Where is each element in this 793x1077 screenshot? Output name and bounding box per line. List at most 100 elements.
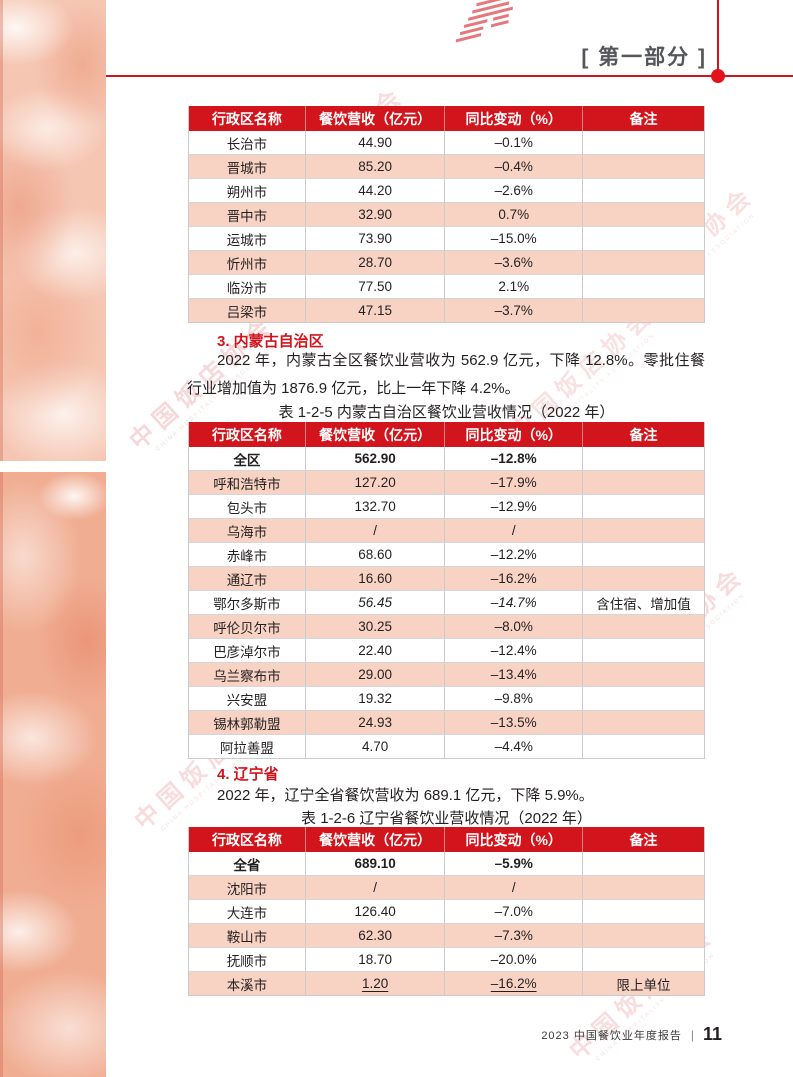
revenue-cell: /	[306, 519, 446, 542]
region-cell: 长治市	[189, 131, 306, 154]
table-caption-1-2-6: 表 1-2-6 辽宁省餐饮业营收情况（2022 年）	[301, 810, 592, 827]
table-header-row: 行政区名称 餐饮营收（亿元） 同比变动（%） 备注	[189, 827, 704, 852]
change-cell: –14.7%	[445, 591, 583, 614]
change-cell: –2.6%	[445, 179, 583, 202]
column-header: 备注	[629, 831, 658, 848]
table-row: 抚顺市 18.70 –20.0%	[189, 948, 704, 972]
region-cell: 抚顺市	[189, 948, 306, 971]
region-cell: 鄂尔多斯市	[189, 591, 306, 614]
column-header: 同比变动（%）	[445, 422, 583, 447]
change-cell: –20.0%	[445, 948, 583, 971]
revenue-cell: 16.60	[306, 567, 446, 590]
table-row: 鞍山市 62.30 –7.3%	[189, 924, 704, 948]
table-header-row: 行政区名称 餐饮营收（亿元） 同比变动（%） 备注	[189, 422, 704, 447]
change-cell: –12.9%	[445, 495, 583, 518]
region-cell: 临汾市	[189, 275, 306, 298]
table-row: 乌海市 / /	[189, 519, 704, 543]
region-cell: 忻州市	[189, 251, 306, 274]
region-cell: 乌海市	[189, 519, 306, 542]
remark-cell	[583, 924, 704, 947]
change-cell: –12.4%	[445, 639, 583, 662]
region-cell: 晋中市	[189, 203, 306, 226]
change-cell: –12.8%	[445, 447, 583, 470]
remark-cell	[583, 711, 704, 734]
table-row: 吕梁市 47.15 –3.7%	[189, 299, 704, 322]
remark-cell	[583, 639, 704, 662]
table-row: 赤峰市 68.60 –12.2%	[189, 543, 704, 567]
column-header: 行政区名称	[189, 422, 306, 447]
change-cell: 0.7%	[445, 203, 583, 226]
revenue-cell: 18.70	[306, 948, 446, 971]
section-heading-liaoning: 4. 辽宁省	[217, 766, 279, 783]
header-horizontal-rule	[106, 75, 793, 77]
decorative-side-image-top	[0, 0, 106, 461]
table-row: 全区 562.90 –12.8%	[189, 447, 704, 471]
revenue-cell: 29.00	[306, 663, 446, 686]
revenue-cell: 56.45	[306, 591, 446, 614]
table-header-row: 行政区名称 餐饮营收（亿元） 同比变动（%） 备注	[189, 106, 704, 131]
revenue-cell: 4.70	[306, 735, 446, 758]
association-logo-watermark	[455, 0, 513, 43]
table-row: 临汾市 77.50 2.1%	[189, 275, 704, 299]
table-row: 忻州市 28.70 –3.6%	[189, 251, 704, 275]
table-row: 巴彦淖尔市 22.40 –12.4%	[189, 639, 704, 663]
region-cell: 通辽市	[189, 567, 306, 590]
change-cell: –0.4%	[445, 155, 583, 178]
table-row: 大连市 126.40 –7.0%	[189, 900, 704, 924]
region-cell: 兴安盟	[189, 687, 306, 710]
region-cell: 赤峰市	[189, 543, 306, 566]
column-header: 餐饮营收（亿元）	[306, 827, 446, 852]
remark-cell	[583, 735, 704, 758]
change-cell: –0.1%	[445, 131, 583, 154]
region-cell: 全省	[189, 852, 306, 875]
table-shanxi-revenue: 行政区名称 餐饮营收（亿元） 同比变动（%） 备注 长治市 44.90 –0.1% 晋城市 85…	[188, 106, 705, 323]
table-row: 包头市 132.70 –12.9%	[189, 495, 704, 519]
table-row: 朔州市 44.20 –2.6%	[189, 179, 704, 203]
header-vertical-rule	[717, 0, 719, 76]
revenue-cell: 127.20	[306, 471, 446, 494]
change-cell: 2.1%	[445, 275, 583, 298]
revenue-cell: /	[306, 876, 446, 899]
region-cell: 大连市	[189, 900, 306, 923]
table-row: 阿拉善盟 4.70 –4.4%	[189, 735, 704, 758]
region-cell: 锡林郭勒盟	[189, 711, 306, 734]
change-cell: –17.9%	[445, 471, 583, 494]
region-cell: 阿拉善盟	[189, 735, 306, 758]
change-cell: –13.4%	[445, 663, 583, 686]
page-footer: 2023 中国餐饮业年度报告 | 11	[541, 1024, 722, 1045]
revenue-cell: 126.40	[306, 900, 446, 923]
table-row: 乌兰察布市 29.00 –13.4%	[189, 663, 704, 687]
change-cell: –4.4%	[445, 735, 583, 758]
decorative-side-image-bottom	[0, 472, 106, 1077]
region-cell: 巴彦淖尔市	[189, 639, 306, 662]
change-cell: –7.0%	[445, 900, 583, 923]
remark-cell	[583, 663, 704, 686]
change-cell: –8.0%	[445, 615, 583, 638]
page-number: 11	[702, 1024, 722, 1044]
remark-cell	[583, 900, 704, 923]
revenue-cell: 1.20	[306, 972, 446, 995]
remark-cell	[583, 495, 704, 518]
change-cell: –3.7%	[445, 299, 583, 322]
remark-cell	[583, 543, 704, 566]
table-row: 沈阳市 / /	[189, 876, 704, 900]
change-cell: /	[445, 876, 583, 899]
part-label: [ 第一部分 ]	[581, 46, 707, 69]
table-row: 全省 689.10 –5.9%	[189, 852, 704, 876]
column-header: 同比变动（%）	[445, 106, 583, 131]
remark-cell: 限上单位	[616, 977, 671, 993]
strip-edge-shade	[0, 0, 3, 461]
change-cell: –13.5%	[445, 711, 583, 734]
column-header: 备注	[629, 426, 658, 443]
revenue-cell: 62.30	[306, 924, 446, 947]
region-cell: 全区	[189, 447, 306, 470]
remark-cell	[583, 615, 704, 638]
revenue-cell: 32.90	[306, 203, 446, 226]
remark-cell	[583, 275, 704, 298]
paragraph-liaoning: 2022 年，辽宁全省餐饮营收为 689.1 亿元，下降 5.9%。	[217, 787, 594, 804]
table-row: 通辽市 16.60 –16.2%	[189, 567, 704, 591]
change-cell: –16.2%	[445, 567, 583, 590]
remark-cell	[583, 519, 704, 542]
change-cell: –12.2%	[445, 543, 583, 566]
region-cell: 包头市	[189, 495, 306, 518]
